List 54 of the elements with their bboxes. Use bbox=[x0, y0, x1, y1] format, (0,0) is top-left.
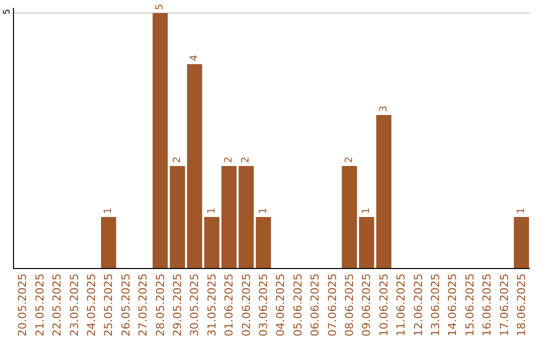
x-tick-label: 29.05.2025 bbox=[170, 273, 184, 336]
bar bbox=[256, 217, 271, 268]
bar bbox=[152, 13, 168, 268]
x-tick-label: 11.06.2025 bbox=[394, 273, 408, 336]
x-tick-label: 23.05.2025 bbox=[68, 273, 81, 336]
bar bbox=[204, 217, 220, 268]
bar bbox=[376, 115, 392, 268]
data-label: 2 bbox=[172, 156, 183, 164]
x-tick-label: 16.06.2025 bbox=[480, 273, 494, 336]
x-tick-label: 15.06.2025 bbox=[463, 273, 476, 336]
data-label: 5 bbox=[154, 4, 166, 10]
bar bbox=[187, 64, 202, 268]
data-label: 2 bbox=[344, 156, 355, 164]
x-tick-label: 01.06.2025 bbox=[222, 273, 236, 336]
data-label: 1 bbox=[258, 208, 269, 214]
x-tick-label: 17.06.2025 bbox=[498, 273, 511, 336]
data-label: 2 bbox=[240, 156, 252, 164]
x-tick-label: 31.05.2025 bbox=[205, 273, 218, 336]
x-tick-label: 06.06.2025 bbox=[308, 273, 322, 336]
data-label: 1 bbox=[516, 208, 527, 214]
data-label: 1 bbox=[361, 208, 372, 214]
x-tick-label: 14.06.2025 bbox=[446, 273, 460, 336]
x-tick-label: 21.05.2025 bbox=[33, 273, 46, 336]
x-tick-label: 10.06.2025 bbox=[377, 273, 390, 336]
x-tick-label: 30.05.2025 bbox=[188, 273, 202, 336]
data-label: 1 bbox=[206, 208, 218, 214]
x-tick-label: 24.05.2025 bbox=[84, 273, 98, 336]
x-tick-label: 09.06.2025 bbox=[360, 273, 374, 336]
x-tick-label: 25.05.2025 bbox=[102, 273, 116, 336]
bar bbox=[359, 217, 374, 268]
x-tick-label: 02.06.2025 bbox=[240, 273, 253, 336]
x-tick-label: 26.05.2025 bbox=[119, 273, 132, 336]
data-label: 1 bbox=[103, 208, 114, 214]
bar bbox=[101, 217, 116, 268]
x-tick-label: 12.06.2025 bbox=[412, 273, 425, 336]
x-tick-label: 04.06.2025 bbox=[274, 273, 288, 336]
x-tick-label: 03.06.2025 bbox=[256, 273, 270, 336]
bar bbox=[170, 166, 185, 268]
x-tick-label: 27.05.2025 bbox=[136, 273, 150, 336]
x-tick-label: 22.05.2025 bbox=[50, 273, 64, 336]
bar bbox=[342, 166, 357, 268]
data-label: 4 bbox=[189, 54, 200, 62]
bar bbox=[221, 166, 237, 268]
x-tick-label: 08.06.2025 bbox=[342, 273, 356, 336]
x-tick-label: 07.06.2025 bbox=[326, 273, 339, 336]
data-label: 3 bbox=[378, 106, 390, 112]
data-label: 2 bbox=[224, 156, 234, 164]
x-tick-label: 05.06.2025 bbox=[291, 273, 304, 336]
bar bbox=[514, 217, 529, 268]
x-tick-label: 18.06.2025 bbox=[514, 273, 528, 336]
bar bbox=[238, 166, 254, 268]
x-tick-label: 13.06.2025 bbox=[428, 273, 442, 336]
x-tick-label: 20.05.2025 bbox=[16, 273, 30, 336]
x-tick-label: 28.05.2025 bbox=[154, 273, 167, 336]
